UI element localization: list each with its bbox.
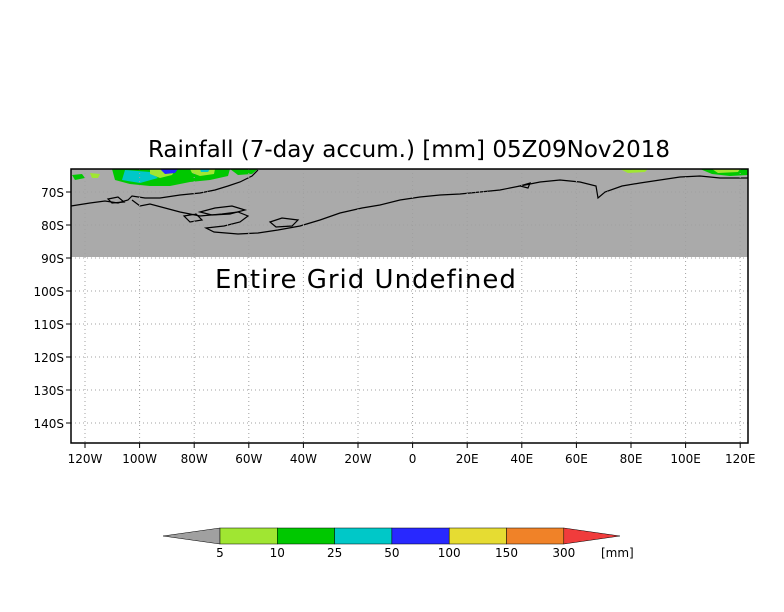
map-frame: [70, 168, 749, 444]
legend-swatch: [506, 527, 565, 545]
lon-tick-label: 40W: [290, 452, 317, 466]
map-gridlines: [71, 169, 748, 443]
lat-tick-label: 90S: [41, 252, 64, 266]
lon-tick-label: 120W: [68, 452, 103, 466]
lon-tick-label: 60W: [235, 452, 262, 466]
legend-swatch: [277, 527, 335, 545]
legend-swatch: [334, 527, 393, 545]
lon-tick-label: 60E: [565, 452, 588, 466]
legend-label: 150: [495, 546, 518, 560]
legend-swatch: [448, 527, 507, 545]
lon-tick-label: 40E: [510, 452, 533, 466]
coastline: [70, 169, 748, 235]
lat-tick-label: 110S: [33, 318, 64, 332]
lat-tick-label: 100S: [33, 285, 64, 299]
lon-tick-label: 80E: [620, 452, 643, 466]
latitude-axis: 70S 80S 90S 100S 110S 120S 130S 140S: [33, 186, 71, 431]
lon-tick-label: 80W: [181, 452, 208, 466]
lon-tick-label: 100W: [122, 452, 157, 466]
lon-tick-label: 20W: [344, 452, 371, 466]
lon-tick-label: 0: [409, 452, 417, 466]
legend-label: 300: [552, 546, 575, 560]
legend-label: 25: [327, 546, 342, 560]
lat-tick-label: 140S: [33, 417, 64, 431]
legend-label: 10: [270, 546, 285, 560]
legend-swatch: [219, 527, 278, 545]
lat-tick-label: 120S: [33, 351, 64, 365]
legend-swatch: [563, 527, 621, 545]
legend-label: 100: [438, 546, 461, 560]
lon-tick-label: 120E: [725, 452, 756, 466]
lat-tick-label: 70S: [41, 186, 64, 200]
legend-unit: [mm]: [601, 546, 634, 560]
lon-tick-label: 20E: [456, 452, 479, 466]
legend-label: 5: [216, 546, 224, 560]
lon-tick-label: 100E: [670, 452, 701, 466]
lat-tick-label: 130S: [33, 384, 64, 398]
legend-swatch: [391, 527, 450, 545]
lat-tick-label: 80S: [41, 219, 64, 233]
rainfall-patches: [72, 169, 748, 186]
map-title: Rainfall (7-day accum.) [mm] 05Z09Nov201…: [148, 137, 670, 163]
legend-swatch: [162, 527, 221, 545]
legend-label: 50: [384, 546, 399, 560]
undefined-grid-message: Entire Grid Undefined: [215, 265, 517, 295]
color-legend: 5 10 25 50 100 150 300 [mm]: [162, 527, 634, 560]
longitude-axis: 120W 100W 80W 60W 40W 20W 0 20E 40E 60E 80E 100E 120…: [68, 443, 756, 466]
